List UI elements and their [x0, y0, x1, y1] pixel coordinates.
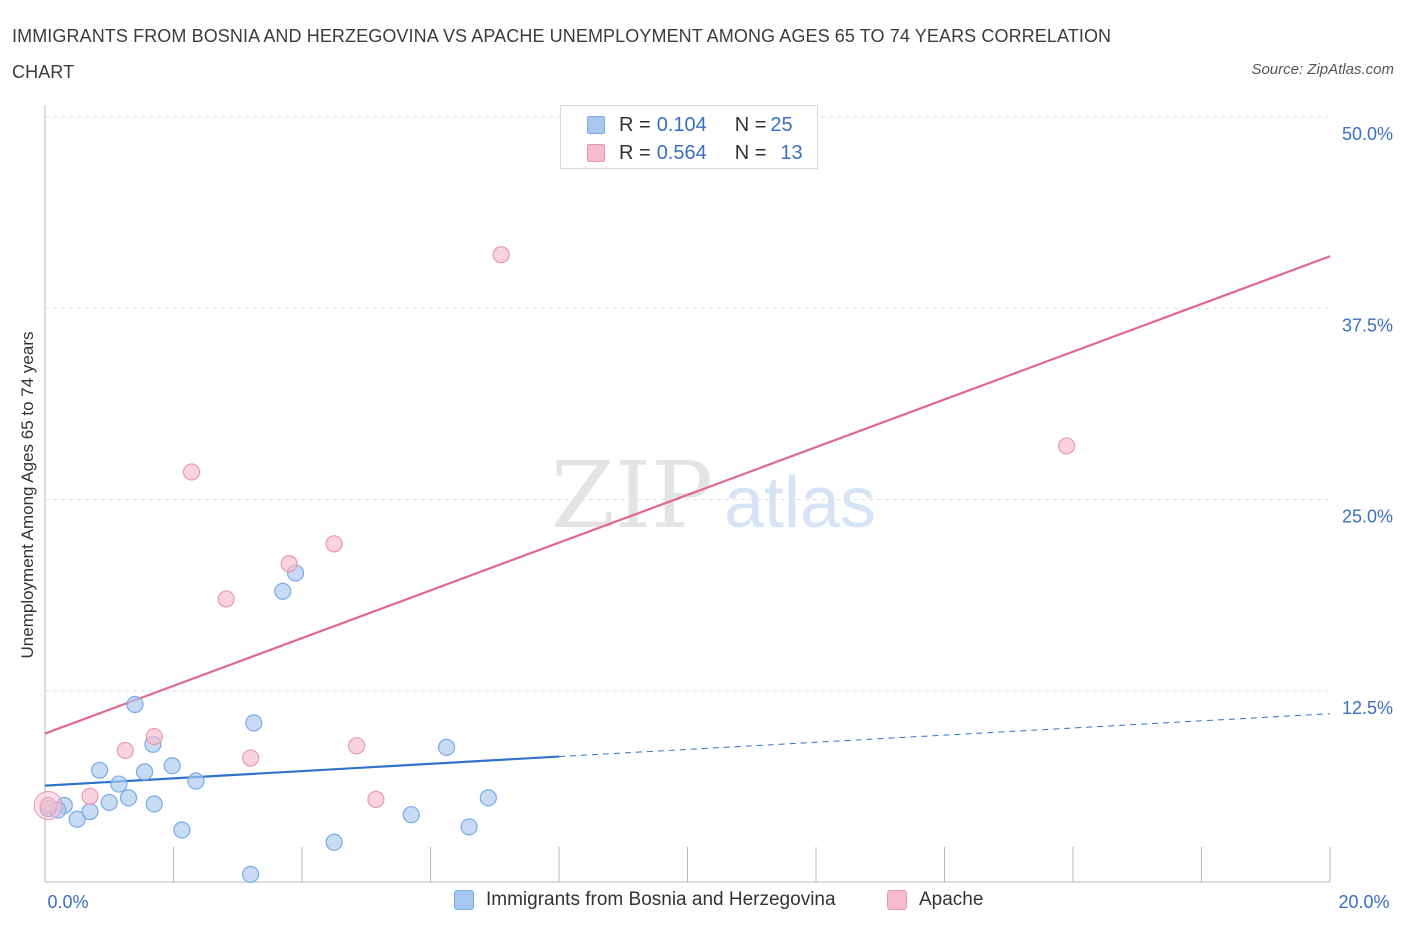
point-bosnia	[479, 789, 497, 807]
trendline-bosnia-extension	[558, 713, 1331, 758]
chart-title: IMMIGRANTS FROM BOSNIA AND HERZEGOVINA V…	[12, 18, 1192, 90]
trendlines	[44, 255, 1331, 787]
r-value: 0.104	[656, 113, 707, 136]
point-bosnia	[187, 772, 205, 790]
point-apache	[492, 246, 510, 264]
point-apache	[242, 749, 260, 767]
point-apache	[39, 796, 57, 815]
r-label: R =	[619, 113, 651, 136]
point-bosnia	[437, 738, 456, 756]
point-bosnia	[126, 695, 144, 714]
legend-item-bosnia: Immigrants from Bosnia and Herzegovina	[454, 889, 836, 911]
grid-lines	[45, 116, 1330, 692]
y-tick-label: 50.0%	[1342, 124, 1393, 144]
point-bosnia	[81, 803, 99, 821]
point-bosnia	[163, 757, 181, 775]
n-value: 25	[770, 113, 793, 136]
blue-swatch-icon	[587, 116, 605, 134]
point-bosnia	[274, 582, 292, 600]
point-apache	[145, 728, 163, 746]
y-tick-label: 37.5%	[1342, 315, 1393, 335]
stats-legend-row-pink: R = 0.564 N = 13	[587, 141, 803, 165]
data-points	[33, 246, 1076, 883]
r-label: R =	[619, 141, 651, 164]
pink-swatch-icon	[887, 890, 907, 910]
point-bosnia	[460, 818, 478, 836]
point-bosnia	[242, 865, 260, 883]
chart-title-line-2: CHART	[12, 62, 75, 82]
pink-swatch-icon	[587, 144, 605, 162]
source-credit: Source: ZipAtlas.com	[1251, 61, 1394, 78]
axes	[44, 105, 1331, 883]
point-apache	[348, 737, 366, 755]
point-bosnia	[119, 789, 138, 807]
point-cluster-origin	[33, 791, 63, 820]
n-label: N =	[734, 113, 767, 136]
tick-labels: 50.0% 37.5% 25.0% 12.5% 0.0% 20.0%	[47, 124, 1393, 912]
series-legend: Immigrants from Bosnia and Herzegovina A…	[0, 889, 1406, 915]
point-apache	[81, 787, 99, 805]
chart-title-line-1: IMMIGRANTS FROM BOSNIA AND HERZEGOVINA V…	[12, 26, 1112, 46]
point-apache	[116, 741, 134, 760]
point-bosnia	[402, 806, 420, 824]
point-bosnia	[135, 763, 154, 781]
point-bosnia	[68, 810, 86, 828]
point-bosnia	[91, 761, 109, 779]
stats-legend-row-blue: R = 0.104 N = 25	[587, 113, 793, 137]
trendline-apache	[44, 255, 1331, 735]
y-tick-label: 12.5%	[1342, 698, 1393, 718]
point-bosnia	[325, 833, 343, 851]
legend-item-apache: Apache	[887, 889, 983, 911]
point-apache	[182, 463, 201, 481]
point-bosnia	[110, 775, 128, 793]
point-apache	[217, 590, 235, 608]
point-bosnia	[173, 821, 191, 839]
x-tick-label: 20.0%	[1338, 892, 1389, 912]
y-tick-label: 25.0%	[1342, 507, 1393, 527]
y-axis-label: Unemployment Among Ages 65 to 74 years	[18, 331, 37, 659]
point-apache	[280, 555, 298, 573]
r-value: 0.564	[656, 141, 707, 164]
point-bosnia	[100, 793, 118, 812]
legend-label-apache: Apache	[919, 889, 984, 910]
point-bosnia	[245, 714, 263, 732]
point-bosnia	[145, 795, 163, 813]
point-apache	[1057, 437, 1076, 455]
point-apache	[367, 790, 385, 808]
x-tick-label: 0.0%	[47, 892, 88, 912]
n-value: 13	[780, 141, 803, 164]
trendline-bosnia	[44, 755, 560, 787]
n-label: N =	[734, 141, 767, 164]
blue-swatch-icon	[454, 890, 474, 910]
point-apache	[325, 535, 343, 553]
stats-legend: R = 0.104 N = 25 R = 0.564 N = 13	[560, 105, 818, 169]
watermark-atlas: atlas	[724, 463, 876, 543]
legend-label-bosnia: Immigrants from Bosnia and Herzegovina	[486, 889, 836, 910]
